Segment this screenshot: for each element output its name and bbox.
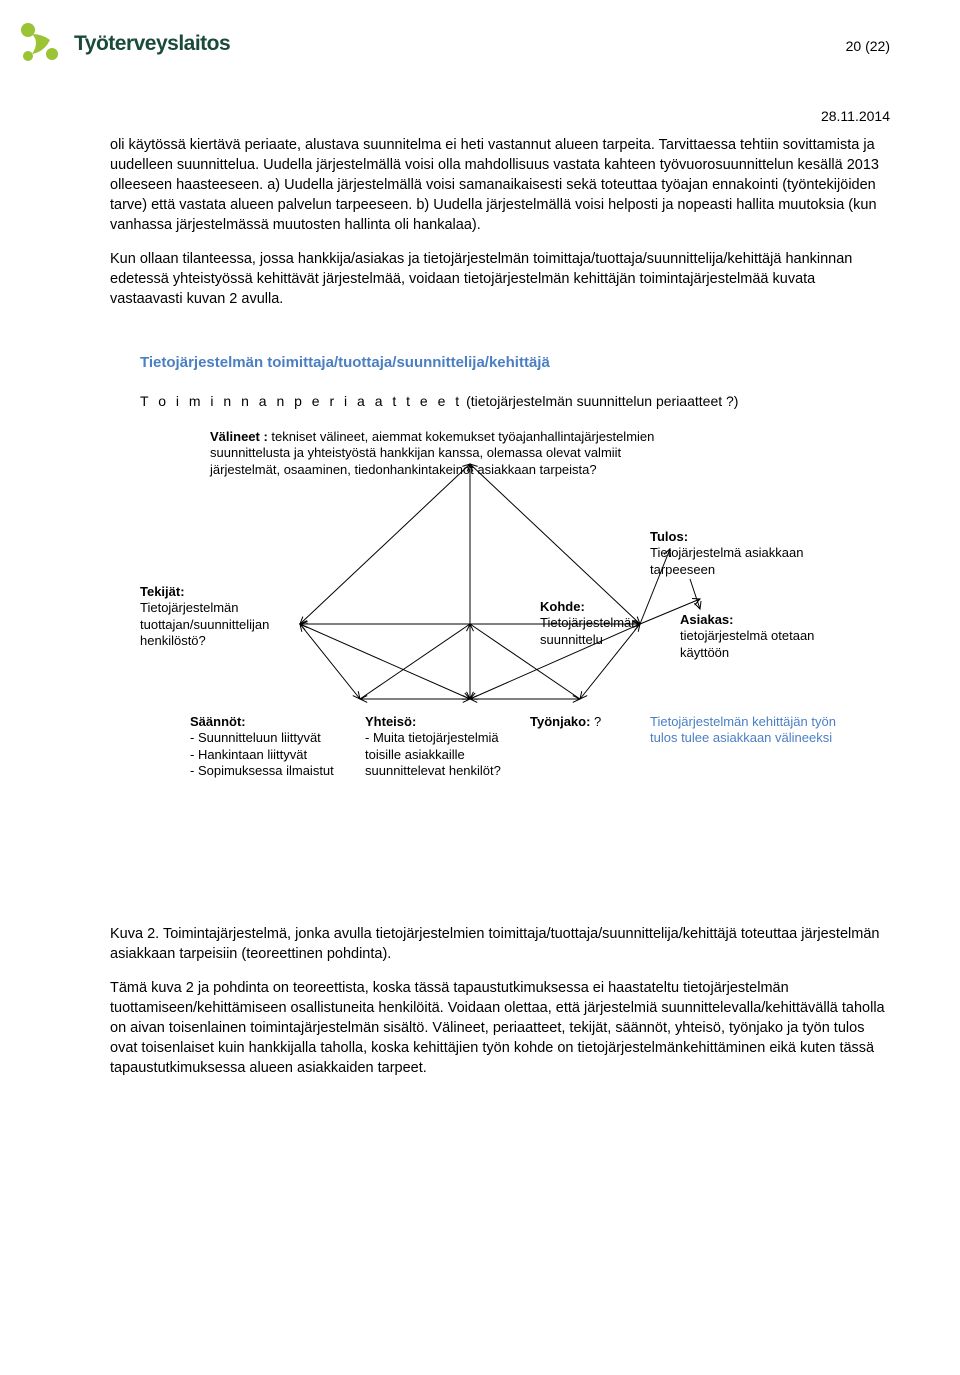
label-saannot: Säännöt: - Suunnitteluun liittyvät - Han… <box>190 714 340 779</box>
label-tulos: Tulos: Tietojärjestelmä asiakkaan tarpee… <box>650 529 820 578</box>
page-number: 20 (22) <box>846 38 890 54</box>
document-date: 28.11.2014 <box>821 108 890 124</box>
paragraph-3: Tämä kuva 2 ja pohdinta on teoreettista,… <box>110 978 890 1078</box>
logo-icon <box>18 20 66 68</box>
logo-text: Työterveyslaitos <box>74 32 230 56</box>
label-kohde: Kohde: Tietojärjestelmän suunnittelu <box>540 599 670 648</box>
figure-caption: Kuva 2. Toimintajärjestelmä, jonka avull… <box>110 924 890 964</box>
activity-diagram: Tietojärjestelmän toimittaja/tuottaja/su… <box>140 354 860 874</box>
label-tekijat: Tekijät: Tietojärjestelmän tuottajan/suu… <box>140 584 290 649</box>
main-content: oli käytössä kiertävä periaate, alustava… <box>110 135 890 1092</box>
label-tyonjako: Työnjako: ? <box>530 714 630 730</box>
label-asiakas: Asiakas: tietojärjestelmä otetaan käyttö… <box>680 612 830 661</box>
label-outcome: Tietojärjestelmän kehittäjän työn tulos … <box>650 714 840 747</box>
paragraph-2: Kun ollaan tilanteessa, jossa hankkija/a… <box>110 249 890 309</box>
paragraph-1: oli käytössä kiertävä periaate, alustava… <box>110 135 890 235</box>
logo: Työterveyslaitos <box>18 20 230 68</box>
label-yhteiso: Yhteisö: - Muita tietojärjestelmiä toisi… <box>365 714 505 779</box>
